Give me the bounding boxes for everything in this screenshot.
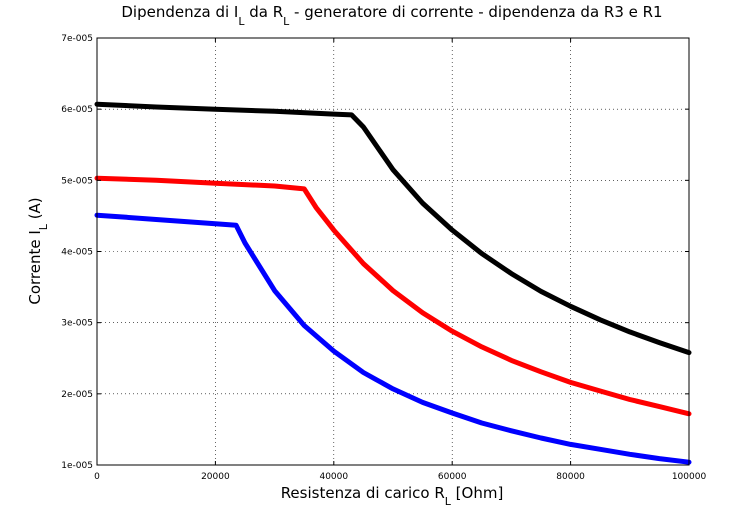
y-tick-label: 5e-005 [61,176,93,186]
x-tick-label: 40000 [319,472,348,482]
chart-title: Dipendenza di IL da RL - generatore di c… [121,3,662,28]
y-tick-label: 2e-005 [61,390,93,400]
x-axis-ticks: 0 20000 40000 60000 80000 100000 [94,38,706,482]
series-line-2 [94,175,692,417]
y-tick-label: 4e-005 [61,248,93,258]
x-tick-label: 0 [94,472,100,482]
y-axis-label: Corrente IL (A) [26,197,50,304]
x-tick-label: 20000 [201,472,230,482]
y-tick-label: 1e-005 [61,461,93,471]
series-line-3 [94,212,692,465]
y-tick-label: 3e-005 [61,319,93,329]
y-axis-ticks: 1e-005 2e-005 3e-005 4e-005 5e-005 6e-005 7e-0… [61,34,689,471]
x-tick-label: 100000 [672,472,707,482]
grid-lines [97,38,689,465]
series-line-1 [94,101,692,356]
series-group [94,101,692,465]
x-tick-label: 60000 [438,472,467,482]
y-tick-label: 6e-005 [61,105,93,115]
x-tick-label: 80000 [556,472,585,482]
y-tick-label: 7e-005 [61,34,93,44]
x-axis-label: Resistenza di carico RL [Ohm] [281,484,504,508]
